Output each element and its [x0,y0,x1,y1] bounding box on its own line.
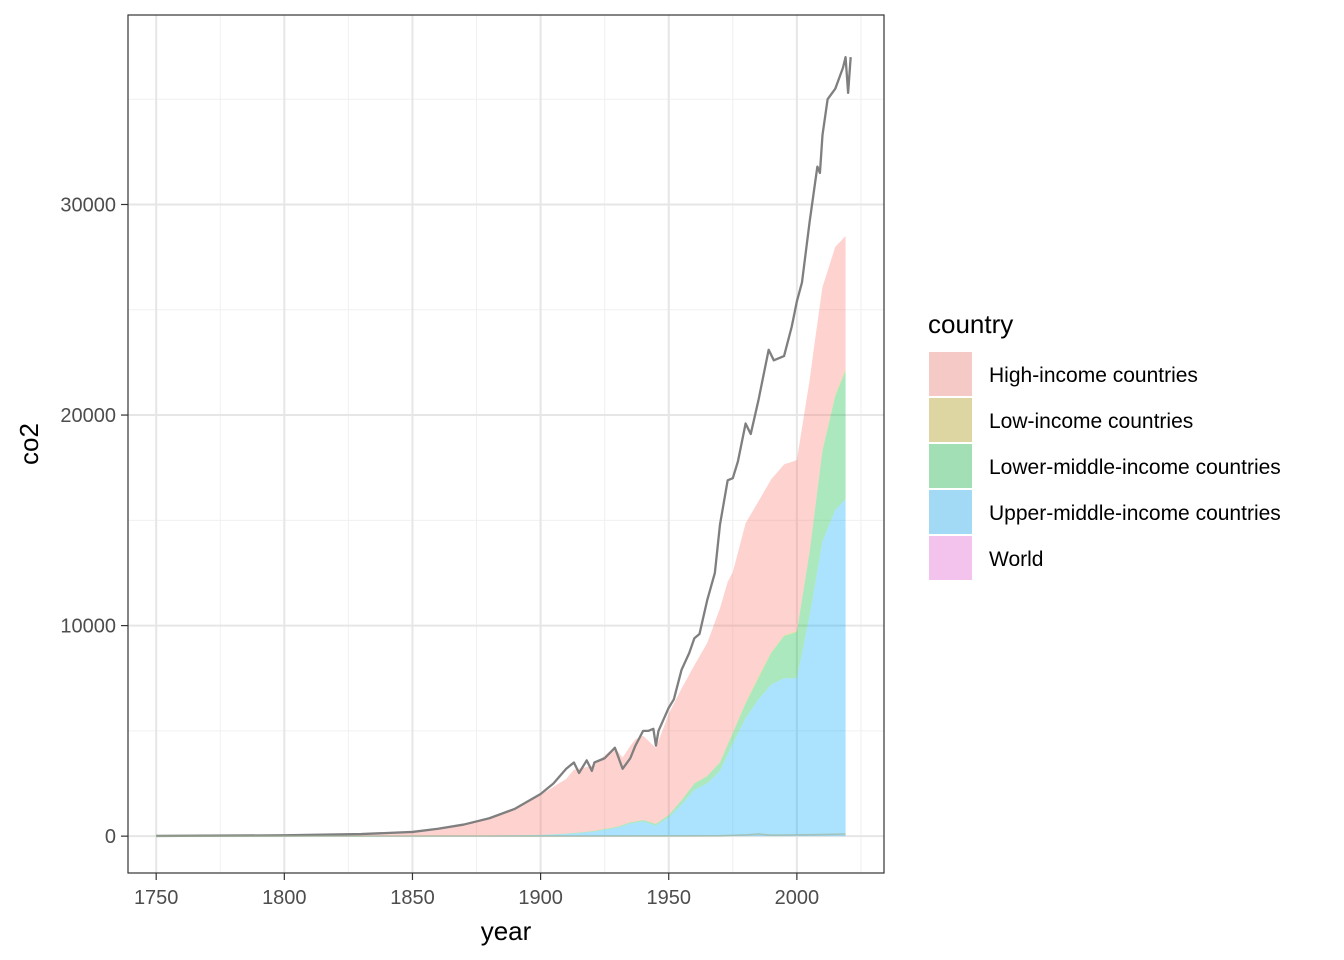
y-axis-title: co2 [14,423,44,465]
legend-key-high-income-countries [929,352,972,396]
legend-key-bg-low-income-countries [929,398,972,442]
y-tick-label: 20000 [60,405,116,427]
legend-label-high-income-countries: High-income countries [989,364,1198,387]
minor-gridlines [128,15,884,873]
x-tick-label: 1800 [262,887,307,909]
x-tick-label: 1950 [646,887,691,909]
panel-background [128,15,884,873]
legend-key-bg-high-income-countries [929,352,972,396]
panel-border [127,14,885,874]
legend-key-bg-upper-middle-income-countries [929,490,972,534]
legend-key-bg-lower-middle-income-countries [929,444,972,488]
y-tick-label: 0 [105,826,116,848]
x-axis-title: year [481,916,532,946]
world-total-line [156,55,852,838]
major-gridlines [128,15,884,873]
stacked-areas [156,236,846,837]
x-tick-label: 1850 [390,887,435,909]
legend-key-lower-middle-income-countries [929,444,972,488]
x-tick-label: 1750 [134,887,179,909]
legend-key-world [929,536,972,580]
y-tick-label: 30000 [60,194,116,216]
low-income-baseline-line [156,833,846,837]
legend-label-low-income-countries: Low-income countries [989,410,1193,433]
legend-label-lower-middle-income-countries: Lower-middle-income countries [989,456,1281,479]
x-tick-label: 1900 [518,887,563,909]
legend-key-low-income-countries [929,398,972,442]
legend-title: country [928,309,1013,339]
legend-key-bg-world [929,536,972,580]
legend-key-upper-middle-income-countries [929,490,972,534]
y-tick-label: 10000 [60,616,116,638]
legend-label-world: World [989,548,1043,571]
world-total-line-layer [156,55,852,838]
legend: country High-income countries Low-income … [928,309,1281,580]
x-tick-label: 2000 [775,887,820,909]
legend-label-upper-middle-income-countries: Upper-middle-income countries [989,502,1281,525]
x-axis: 1750 1800 1850 1900 1950 2000 [134,873,819,909]
y-axis: 0 10000 20000 30000 [60,194,128,848]
area-upper-middle-income-countries [156,499,846,837]
